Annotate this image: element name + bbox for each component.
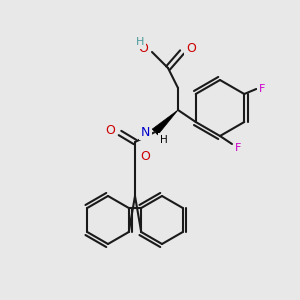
Text: F: F — [235, 143, 241, 153]
Text: O: O — [140, 151, 150, 164]
Text: N: N — [141, 125, 150, 139]
Text: F: F — [259, 84, 266, 94]
Text: H: H — [160, 135, 168, 145]
Text: O: O — [138, 43, 148, 56]
Text: O: O — [186, 43, 196, 56]
Polygon shape — [152, 110, 178, 135]
Text: H: H — [136, 37, 144, 47]
Text: O: O — [105, 124, 115, 137]
